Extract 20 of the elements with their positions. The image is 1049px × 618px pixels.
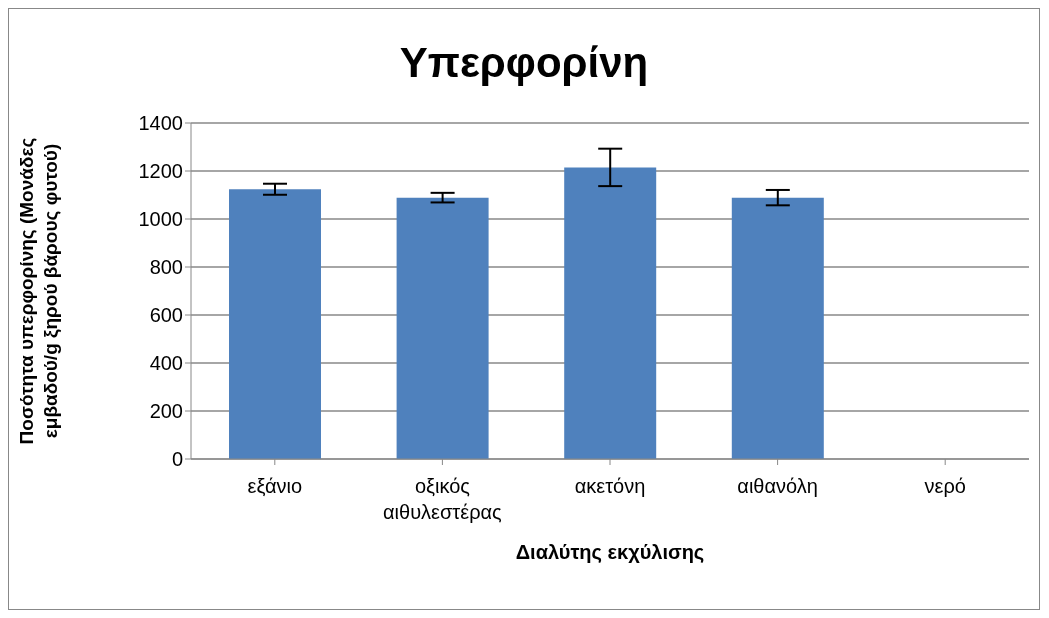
bar [731,197,824,459]
y-tick-label: 800 [149,256,183,279]
x-tick-label: ακετόνη [574,475,646,497]
y-tick-label: 1400 [138,112,183,135]
x-axis-title: Διαλύτης εκχύλισης [515,541,705,563]
x-tick-label: οξικός αιθυλεστέρας [383,475,503,523]
y-tick-label: 1000 [138,208,183,231]
y-axis-title: Ποσότητα υπερφορίνης (Μονάδες εμβαδού/g ξηρού βάρους φυτού) [16,137,62,445]
y-tick-label: 200 [149,400,183,423]
bar [396,197,489,459]
y-tick-label: 1200 [138,160,183,183]
x-tick-label: εξάνιο [247,475,303,497]
y-tick-label: 400 [149,352,183,375]
y-tick-label: 0 [171,448,183,471]
bar [564,167,657,459]
bar [229,189,321,459]
x-tick-label: νερό [924,475,966,497]
chart-title: Υπερφορίνη [398,39,650,87]
x-tick-label: αιθανόλη [737,475,818,497]
y-tick-label: 600 [149,304,183,327]
